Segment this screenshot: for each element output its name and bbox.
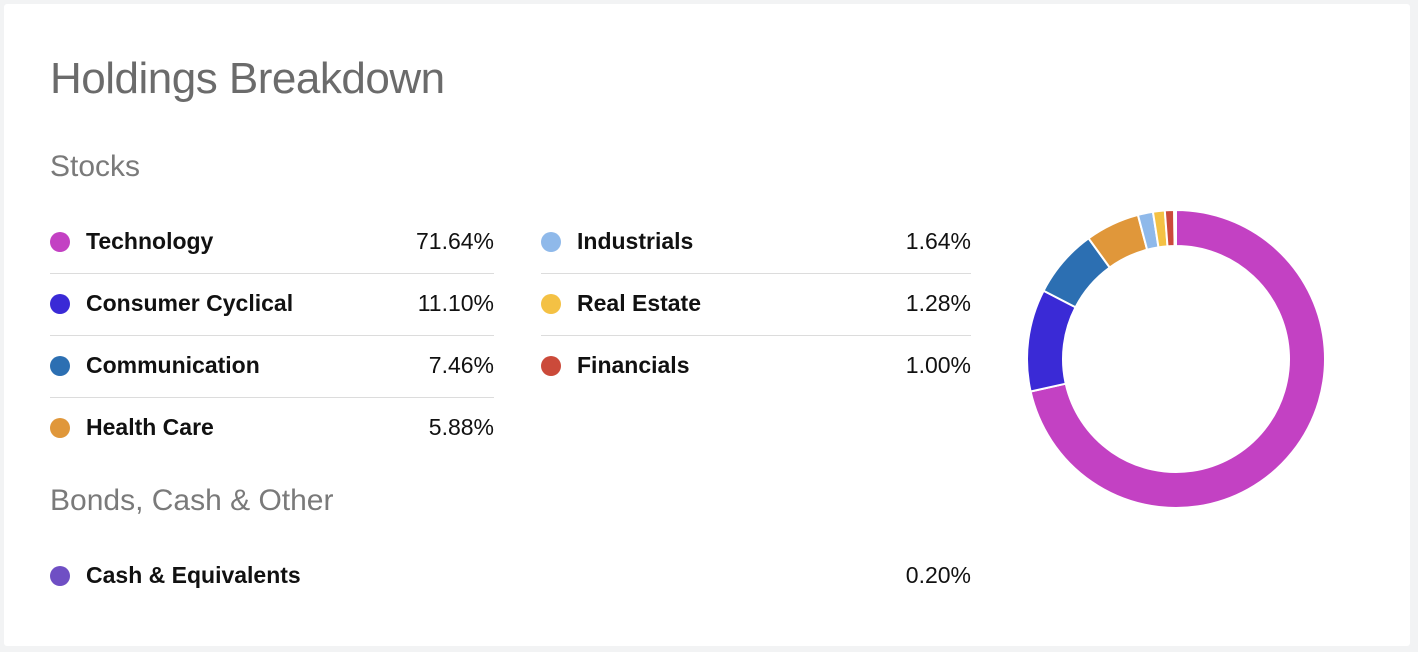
legend-column-bonds: Cash & Equivalents 0.20% <box>50 546 971 608</box>
legend-row-health-care: Health Care 5.88% <box>50 398 494 460</box>
donut-chart <box>1026 209 1326 509</box>
legend-label: Industrials <box>577 228 694 254</box>
legend-row-consumer-cyclical: Consumer Cyclical 11.10% <box>50 274 494 336</box>
health-care-dot-icon <box>50 418 70 438</box>
page-title: Holdings Breakdown <box>50 54 445 103</box>
donut-slice-financials <box>1163 209 1176 248</box>
bonds-heading: Bonds, Cash & Other <box>50 484 334 517</box>
legend-column-left: Technology 71.64% Consumer Cyclical 11.1… <box>50 212 494 460</box>
legend-row-industrials: Industrials 1.64% <box>541 212 971 274</box>
legend-value: 5.88% <box>428 414 494 440</box>
legend-value: 0.20% <box>905 562 971 588</box>
financials-dot-icon <box>541 356 561 376</box>
legend-value: 11.10% <box>417 290 494 316</box>
legend-label: Real Estate <box>577 290 702 316</box>
real-estate-dot-icon <box>541 294 561 314</box>
communication-dot-icon <box>50 356 70 376</box>
legend-label: Technology <box>86 228 214 254</box>
legend-label: Consumer Cyclical <box>86 290 294 316</box>
donut-slice-technology <box>1029 209 1326 509</box>
donut-slice-cash-equivalents <box>1173 209 1177 248</box>
consumer-cyclical-dot-icon <box>50 294 70 314</box>
legend-row-technology: Technology 71.64% <box>50 212 494 274</box>
legend-label: Communication <box>86 352 260 378</box>
legend-row-financials: Financials 1.00% <box>541 336 971 398</box>
legend-value: 7.46% <box>428 352 494 378</box>
technology-dot-icon <box>50 232 70 252</box>
legend-value: 1.64% <box>905 228 971 254</box>
legend-value: 71.64% <box>415 228 494 254</box>
legend-label: Health Care <box>86 414 214 440</box>
legend-label: Financials <box>577 352 690 378</box>
legend-row-communication: Communication 7.46% <box>50 336 494 398</box>
legend-column-right: Industrials 1.64% Real Estate 1.28% Fina… <box>541 212 971 398</box>
legend-row-cash: Cash & Equivalents 0.20% <box>50 546 971 608</box>
legend-row-real-estate: Real Estate 1.28% <box>541 274 971 336</box>
legend-value: 1.28% <box>905 290 971 316</box>
holdings-card: Holdings Breakdown Stocks Technology 71.… <box>4 4 1410 646</box>
legend-label: Cash & Equivalents <box>86 562 301 588</box>
cash-dot-icon <box>50 566 70 586</box>
legend-value: 1.00% <box>905 352 971 378</box>
industrials-dot-icon <box>541 232 561 252</box>
stocks-heading: Stocks <box>50 150 141 183</box>
donut-slice-consumer-cyclical <box>1026 289 1077 393</box>
